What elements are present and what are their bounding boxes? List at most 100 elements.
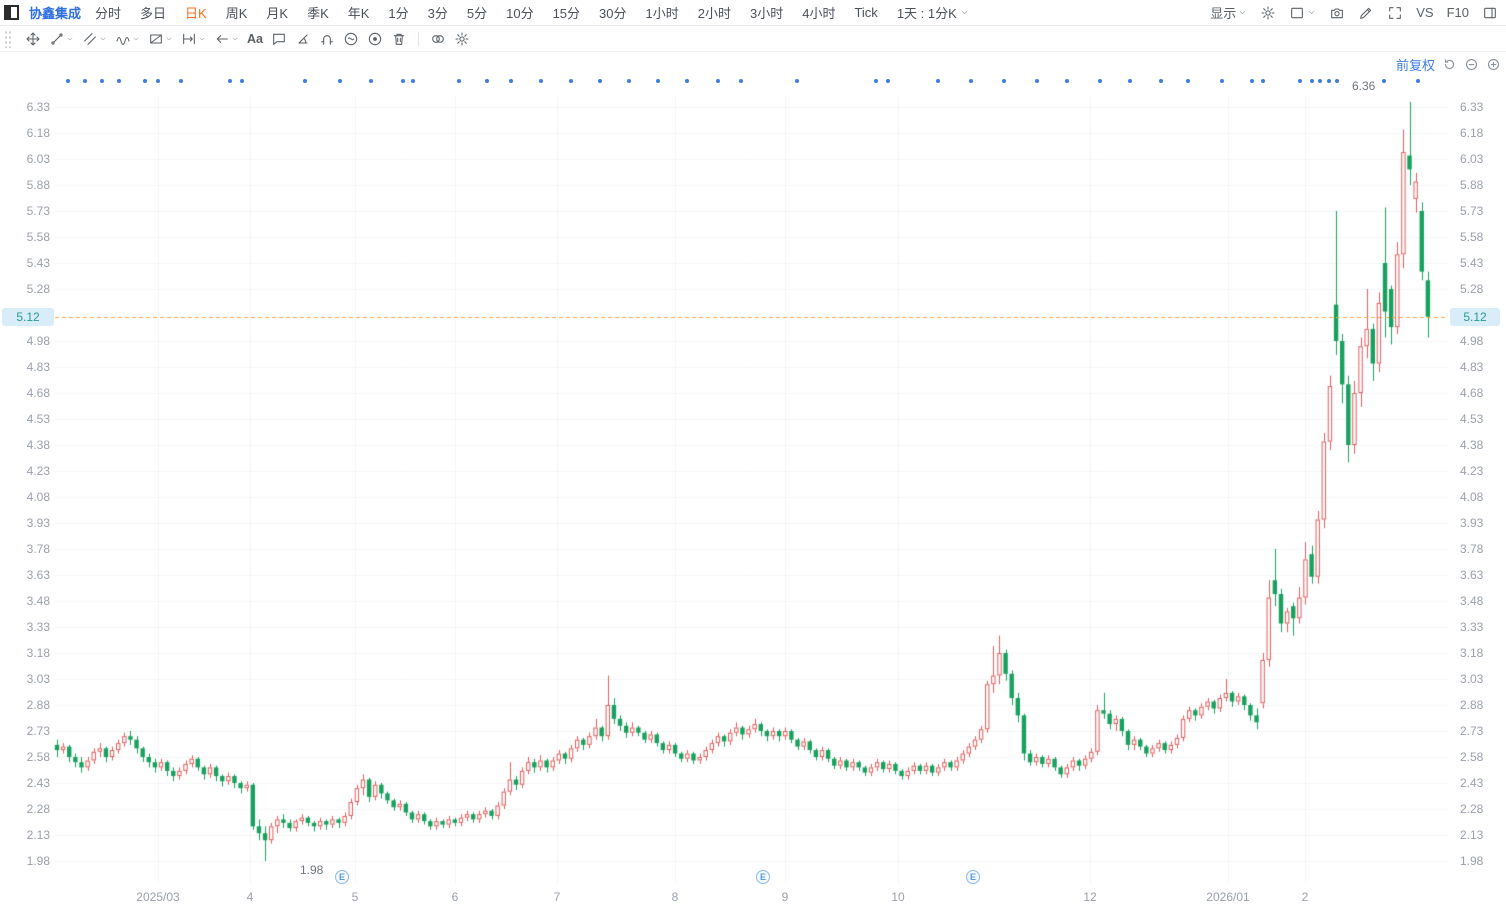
news-event-dot[interactable] (1220, 79, 1224, 83)
tab-15分[interactable]: 15分 (552, 6, 581, 21)
toolbar-settings-icon[interactable] (453, 29, 471, 49)
zoom-in-icon[interactable] (1486, 57, 1501, 72)
earnings-marker[interactable]: E (966, 870, 980, 884)
news-event-dot[interactable] (1298, 79, 1302, 83)
news-event-dot[interactable] (1327, 79, 1331, 83)
news-event-dot[interactable] (685, 79, 689, 83)
compare-rings-icon[interactable] (429, 29, 447, 49)
chart-canvas[interactable] (0, 52, 1506, 909)
news-event-dot[interactable] (369, 79, 373, 83)
tab-30分[interactable]: 30分 (599, 6, 627, 21)
tab-5分[interactable]: 5分 (466, 6, 488, 21)
comment-tool-icon[interactable] (270, 29, 288, 49)
tab-1天 : 1分K[interactable]: 1天 : 1分K (897, 3, 969, 22)
move-tool-icon[interactable] (24, 29, 42, 49)
arrow-tool-icon[interactable] (213, 29, 240, 49)
adjust-mode-button[interactable]: 前复权 (1395, 58, 1435, 73)
settings-gear-icon[interactable] (1260, 5, 1276, 21)
tab-月K[interactable]: 月K (266, 6, 289, 21)
news-event-dot[interactable] (1261, 79, 1265, 83)
news-event-dot[interactable] (303, 79, 307, 83)
measure-tool-icon[interactable] (180, 29, 207, 49)
tab-1分[interactable]: 1分 (388, 6, 409, 21)
tab-Tick[interactable]: Tick (854, 5, 878, 20)
right-panel-toggle-icon[interactable] (1482, 5, 1498, 21)
tab-4小时[interactable]: 4小时 (802, 6, 836, 21)
reset-zoom-icon[interactable] (1442, 57, 1457, 72)
news-event-dot[interactable] (100, 79, 104, 83)
news-event-dot[interactable] (1250, 79, 1254, 83)
news-event-dot[interactable] (886, 79, 890, 83)
gann-tool-icon[interactable] (147, 29, 174, 49)
curve-tool-icon[interactable] (342, 29, 360, 49)
news-event-dot[interactable] (1310, 79, 1314, 83)
news-event-dot[interactable] (83, 79, 87, 83)
tab-3小时[interactable]: 3小时 (749, 6, 784, 21)
stock-name[interactable]: 协鑫集成 (29, 6, 82, 21)
vs-compare-button[interactable]: VS (1416, 5, 1434, 20)
delete-tool-icon[interactable] (390, 29, 408, 49)
news-event-dot[interactable] (656, 79, 660, 83)
layout-select-icon[interactable] (1289, 5, 1316, 21)
news-event-dot[interactable] (228, 79, 232, 83)
f10-info-button[interactable]: F10 (1446, 5, 1469, 20)
tab-1小时[interactable]: 1小时 (645, 6, 679, 21)
news-event-dot[interactable] (1128, 79, 1132, 83)
news-event-dot[interactable] (338, 79, 342, 83)
news-event-dot[interactable] (969, 79, 973, 83)
news-event-dot[interactable] (509, 79, 513, 83)
news-event-dot[interactable] (874, 79, 878, 83)
news-event-dot[interactable] (179, 79, 183, 83)
news-event-dot[interactable] (156, 79, 160, 83)
angle-tool-icon[interactable] (294, 29, 312, 49)
news-event-dot[interactable] (627, 79, 631, 83)
candlestick-chart[interactable]: 前复权 6.36 1.98 5.12 5.12 6.33 6.33 6.18 6.18… (0, 52, 1506, 909)
tab-分时[interactable]: 分时 (95, 6, 122, 21)
display-menu-button[interactable]: 显示 (1210, 3, 1247, 22)
news-event-dot[interactable] (485, 79, 489, 83)
news-event-dot[interactable] (143, 79, 147, 83)
news-event-dot[interactable] (598, 79, 602, 83)
news-event-dot[interactable] (457, 79, 461, 83)
news-event-dot[interactable] (936, 79, 940, 83)
news-event-dot[interactable] (1002, 79, 1006, 83)
news-event-dot[interactable] (1416, 79, 1420, 83)
earnings-marker[interactable]: E (335, 870, 349, 884)
news-event-dot[interactable] (539, 79, 543, 83)
trendline-tool-icon[interactable] (48, 29, 75, 49)
fullscreen-icon[interactable] (1387, 5, 1403, 21)
news-event-dot[interactable] (1065, 79, 1069, 83)
news-event-dot[interactable] (117, 79, 121, 83)
news-event-dot[interactable] (1335, 79, 1339, 83)
news-event-dot[interactable] (569, 79, 573, 83)
zoom-out-icon[interactable] (1464, 57, 1479, 72)
news-event-dot[interactable] (1159, 79, 1163, 83)
news-event-dot[interactable] (795, 79, 799, 83)
news-event-dot[interactable] (411, 79, 415, 83)
tab-日K[interactable]: 日K (185, 6, 207, 21)
tab-年K[interactable]: 年K (347, 6, 370, 21)
text-tool[interactable]: Aa (247, 31, 263, 46)
news-event-dot[interactable] (1186, 79, 1190, 83)
news-event-dot[interactable] (401, 79, 405, 83)
news-event-dot[interactable] (240, 79, 244, 83)
earnings-marker[interactable]: E (756, 870, 770, 884)
annotate-icon[interactable] (1358, 5, 1374, 21)
screenshot-icon[interactable] (1329, 5, 1345, 21)
dot-circle-tool-icon[interactable] (366, 29, 384, 49)
wave-tool-icon[interactable] (114, 29, 141, 49)
news-event-dot[interactable] (1098, 79, 1102, 83)
news-event-dot[interactable] (739, 79, 743, 83)
tab-周K[interactable]: 周K (225, 6, 248, 21)
toolbar-drag-handle[interactable] (4, 29, 12, 48)
magnet-tool-icon[interactable] (318, 29, 336, 49)
tab-3分[interactable]: 3分 (427, 6, 448, 21)
channel-tool-icon[interactable] (81, 29, 108, 49)
news-event-dot[interactable] (716, 79, 720, 83)
news-event-dot[interactable] (66, 79, 70, 83)
tab-季K[interactable]: 季K (307, 6, 329, 21)
tab-多日[interactable]: 多日 (140, 6, 167, 21)
news-event-dot[interactable] (1318, 79, 1322, 83)
tab-2小时[interactable]: 2小时 (697, 6, 731, 21)
tab-10分[interactable]: 10分 (506, 6, 534, 21)
